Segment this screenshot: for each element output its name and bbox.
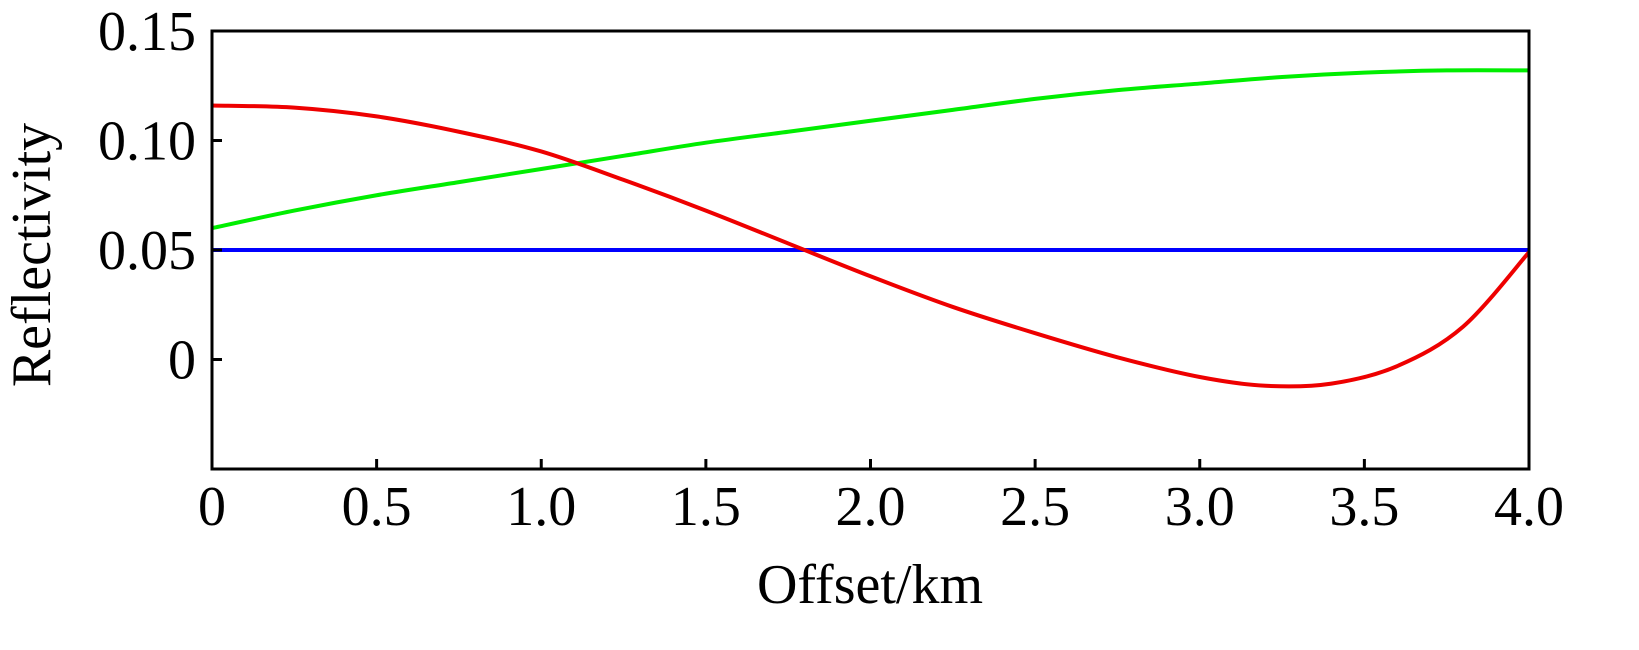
x-tick-label: 1.0 [506, 476, 576, 538]
x-tick-label: 3.5 [1329, 476, 1399, 538]
series-line-2 [211, 103, 1531, 389]
x-tick-label: 3.0 [1165, 476, 1235, 538]
y-ticks: 0 0.05 0.10 0.15 [98, 1, 222, 392]
x-tick-label: 0 [198, 476, 226, 538]
y-axis-title: Reflectivity [1, 123, 63, 387]
series-line-1 [211, 68, 1530, 231]
series-layer [211, 68, 1531, 389]
y-tick-label: 0.05 [98, 220, 196, 282]
x-tick-label: 2.0 [836, 476, 906, 538]
x-tick-label: 2.5 [1000, 476, 1070, 538]
y-tick-label: 0 [168, 330, 196, 392]
x-axis-title: Offset/km [757, 554, 983, 616]
x-tick-label: 4.0 [1494, 476, 1564, 538]
y-tick-label: 0.15 [98, 1, 196, 63]
x-ticks: 0 0.5 1.0 1.5 2.0 2.5 3.0 3.5 4.0 [198, 459, 1564, 538]
y-tick-label: 0.10 [98, 111, 196, 173]
x-tick-label: 0.5 [342, 476, 412, 538]
x-tick-label: 1.5 [671, 476, 741, 538]
